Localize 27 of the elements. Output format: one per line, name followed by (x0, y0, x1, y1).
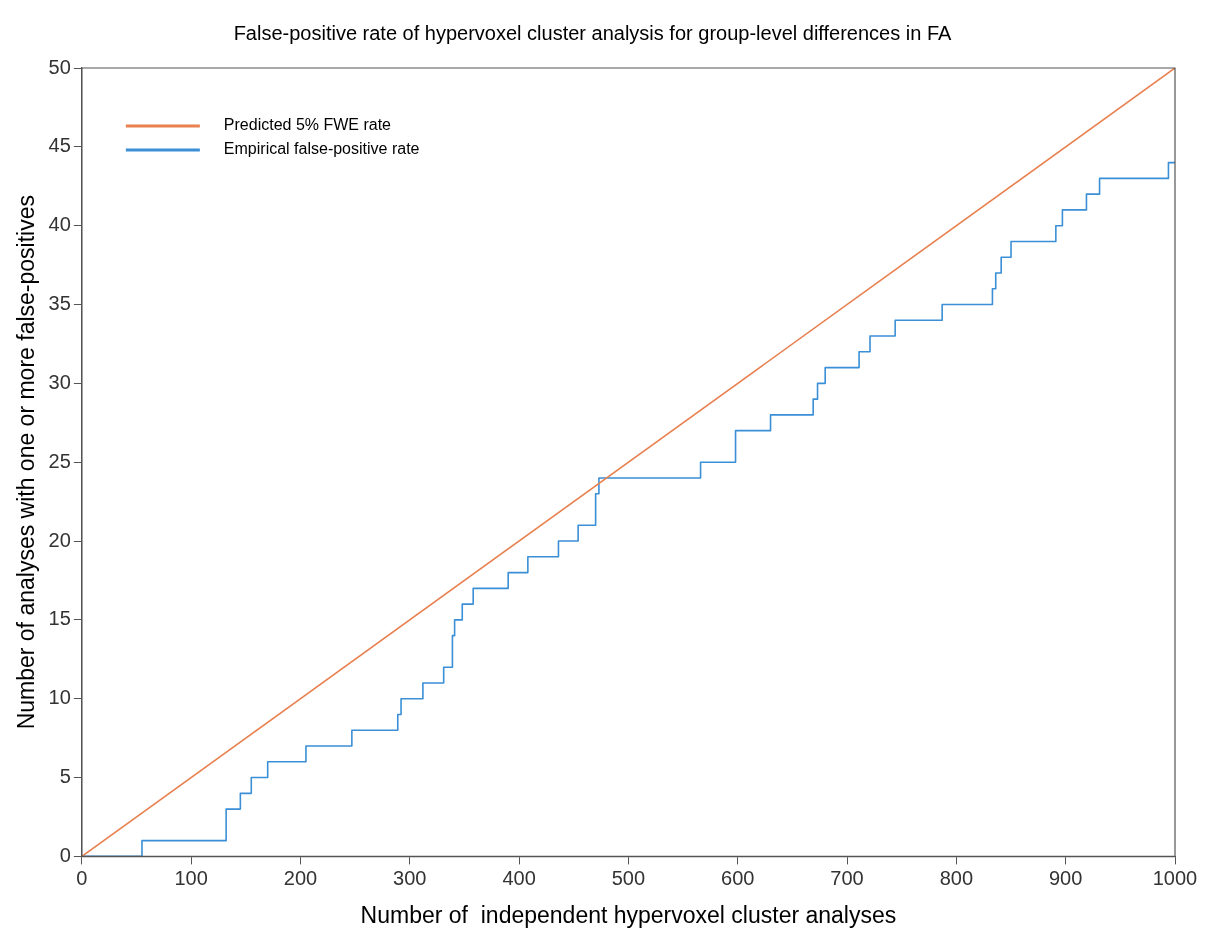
y-tick-label: 20 (48, 528, 71, 551)
x-tick-label: 400 (502, 866, 536, 889)
legend-label: Empirical false-positive rate (223, 140, 420, 158)
y-tick-label: 35 (48, 292, 71, 315)
y-tick-label: 45 (48, 134, 71, 157)
x-tick-label: 100 (174, 866, 208, 889)
x-tick-label: 0 (76, 866, 88, 889)
y-tick-label: 40 (48, 213, 71, 236)
x-tick-label: 700 (830, 866, 864, 889)
y-tick-label: 0 (59, 843, 71, 866)
y-tick-label: 30 (48, 370, 71, 393)
x-tick-label: 800 (939, 866, 974, 889)
x-tick-label: 600 (721, 866, 755, 889)
x-tick-label: 300 (393, 866, 427, 889)
y-tick-label: 50 (48, 55, 71, 78)
x-tick-label: 1000 (1152, 866, 1198, 889)
x-tick-label: 200 (283, 866, 318, 889)
y-tick-label: 15 (48, 607, 71, 630)
y-tick-label: 25 (48, 449, 71, 472)
x-axis-title: Number of independent hypervoxel cluster analyses (360, 901, 897, 928)
chart-title: False-positive rate of hypervoxel cluster analysis for group-level differences in FA (233, 21, 953, 44)
y-tick-label: 5 (59, 765, 71, 788)
y-axis-title: Number of analyses with one or more false-positives (13, 195, 40, 730)
x-tick-label: 900 (1049, 866, 1083, 889)
y-tick-label: 10 (48, 686, 71, 709)
x-tick-label: 500 (611, 866, 646, 889)
legend-label: Predicted 5% FWE rate (223, 116, 392, 134)
